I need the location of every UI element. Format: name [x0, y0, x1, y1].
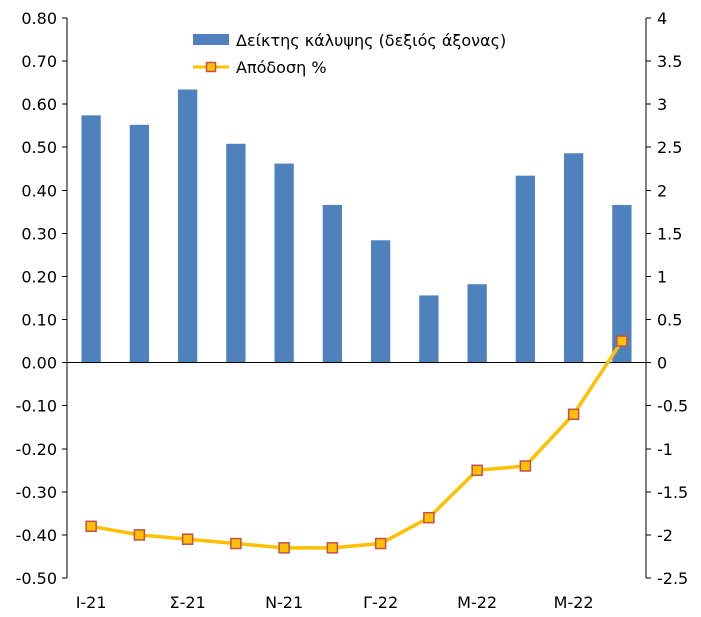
left-tick-label: -0.10	[16, 397, 57, 416]
x-tick-label: Ι-21	[76, 593, 107, 612]
right-tick-label: -1.5	[657, 483, 688, 502]
bar	[322, 204, 343, 363]
right-tick-label: 0.5	[657, 311, 682, 330]
bar	[177, 89, 198, 363]
line-point	[519, 460, 532, 472]
right-tick-label: 3	[657, 95, 667, 114]
right-tick-label: 0	[657, 354, 667, 373]
line-point	[133, 529, 146, 541]
right-tick-label: 2.5	[657, 138, 682, 157]
line-series	[90, 340, 624, 550]
line-point	[423, 511, 435, 524]
left-axis-ticks: 0.80 0.70 0.60 0.50 0.40 0.30 0.20 0.10 0.00 -0.1…	[16, 9, 67, 588]
x-tick-label: Μ-22	[554, 593, 594, 612]
bar	[370, 240, 391, 363]
x-tick-label: Ν-21	[265, 593, 303, 612]
line-point	[181, 533, 194, 545]
left-tick-label: -0.50	[16, 569, 57, 588]
bar	[563, 153, 584, 363]
left-tick-label: 0.70	[21, 52, 57, 71]
left-tick-label: -0.30	[16, 483, 57, 502]
bar	[612, 204, 632, 363]
left-tick-label: -0.40	[16, 526, 57, 545]
x-tick-label: Σ-21	[170, 593, 206, 612]
x-axis-ticks: Ι-21 Σ-21 Ν-21 Γ-22 Μ-22 Μ-22	[76, 593, 594, 612]
line-point	[230, 537, 242, 550]
bar	[467, 284, 487, 363]
right-axis-ticks: 4 3.5 3 2.5 2 1.5 1 0.5 0 -0.5 -1 -1.5 -2 -2.5	[646, 9, 688, 588]
line-point	[616, 335, 628, 347]
bar	[274, 163, 294, 363]
bar	[226, 143, 246, 363]
x-tick-label: Γ-22	[363, 593, 398, 612]
line-point	[278, 542, 290, 554]
axes-group	[66, 18, 647, 578]
legend-line-marker	[205, 61, 217, 73]
right-tick-label: -2.5	[657, 569, 688, 588]
right-tick-label: 2	[657, 181, 667, 200]
bar	[81, 115, 101, 363]
bar	[515, 175, 536, 363]
line-point	[326, 542, 339, 554]
line-series-group	[85, 335, 628, 554]
left-tick-label: -0.20	[16, 440, 57, 459]
left-tick-label: 0.20	[21, 267, 57, 286]
x-tick-label: Μ-22	[457, 593, 497, 612]
line-point	[85, 520, 97, 533]
legend-bar-swatch	[193, 34, 229, 45]
bar-series-group	[81, 89, 632, 363]
right-tick-label: -1	[657, 440, 673, 459]
right-tick-label: 3.5	[657, 52, 682, 71]
left-tick-label: 0.60	[21, 95, 57, 114]
line-point	[567, 408, 580, 421]
left-tick-label: 0.00	[21, 354, 57, 373]
line-point	[374, 537, 387, 550]
right-tick-label: -0.5	[657, 397, 688, 416]
line-point	[471, 464, 483, 477]
legend-bar-label: Δείκτης κάλυψης (δεξιός άξονας)	[236, 31, 506, 50]
legend-line-label: Απόδοση %	[236, 58, 327, 77]
left-tick-label: 0.40	[21, 181, 57, 200]
left-tick-label: 0.80	[21, 9, 57, 28]
left-tick-label: 0.10	[21, 311, 57, 330]
bar	[129, 124, 150, 363]
right-tick-label: -2	[657, 526, 673, 545]
right-tick-label: 4	[657, 9, 667, 28]
left-tick-label: 0.30	[21, 224, 57, 243]
right-tick-label: 1.5	[657, 224, 682, 243]
bar	[419, 295, 439, 363]
legend: Δείκτης κάλυψης (δεξιός άξονας) Απόδοση …	[193, 31, 506, 77]
left-tick-label: 0.50	[21, 138, 57, 157]
right-tick-label: 1	[657, 267, 667, 286]
